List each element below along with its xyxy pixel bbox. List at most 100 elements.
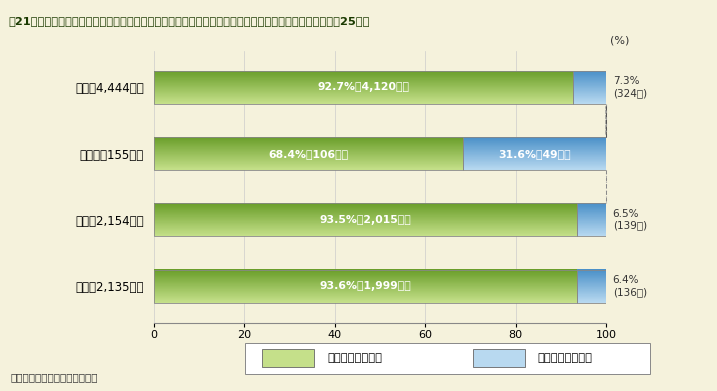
Bar: [154, 156, 463, 157]
Bar: [463, 164, 606, 165]
Bar: [154, 139, 463, 140]
Bar: [154, 161, 463, 162]
Bar: [154, 227, 576, 228]
Bar: [573, 89, 606, 90]
Bar: [577, 288, 606, 289]
Bar: [154, 143, 463, 144]
Bar: [576, 204, 606, 205]
Bar: [154, 281, 577, 282]
Bar: [577, 281, 606, 282]
Bar: [154, 169, 463, 170]
Bar: [577, 293, 606, 294]
Bar: [154, 284, 577, 285]
Bar: [154, 302, 577, 303]
Bar: [154, 154, 463, 155]
Bar: [576, 224, 606, 225]
Bar: [577, 286, 606, 287]
Bar: [154, 295, 577, 296]
Text: 7.3%
(324件): 7.3% (324件): [612, 77, 647, 98]
Bar: [463, 150, 606, 151]
Bar: [154, 211, 576, 212]
Bar: [577, 279, 606, 280]
Bar: [154, 165, 463, 166]
Bar: [577, 300, 606, 301]
Text: 92.7%（4,120件）: 92.7%（4,120件）: [318, 82, 409, 92]
Bar: [154, 300, 577, 301]
Bar: [154, 142, 463, 143]
Bar: [577, 280, 606, 281]
Bar: [154, 81, 573, 82]
Bar: [463, 141, 606, 142]
Bar: [154, 158, 463, 159]
Bar: [573, 91, 606, 92]
Bar: [577, 277, 606, 278]
Bar: [154, 162, 463, 163]
Bar: [576, 220, 606, 221]
Bar: [577, 295, 606, 296]
Bar: [154, 203, 576, 237]
Bar: [154, 283, 577, 284]
Bar: [154, 89, 573, 90]
Bar: [154, 146, 463, 147]
Bar: [154, 82, 573, 83]
Bar: [154, 83, 573, 84]
Bar: [573, 71, 606, 104]
Bar: [154, 206, 576, 207]
Bar: [577, 299, 606, 300]
Bar: [576, 233, 606, 234]
Bar: [573, 77, 606, 78]
Bar: [577, 276, 606, 277]
Bar: [463, 154, 606, 155]
Bar: [577, 269, 606, 270]
Bar: [577, 292, 606, 293]
Bar: [154, 296, 577, 297]
Bar: [154, 217, 576, 218]
Bar: [154, 297, 577, 298]
Bar: [463, 142, 606, 143]
Bar: [154, 269, 577, 270]
Bar: [154, 87, 573, 88]
Bar: [154, 296, 577, 297]
Bar: [576, 226, 606, 227]
Bar: [576, 225, 606, 226]
Bar: [473, 349, 525, 367]
Bar: [154, 219, 576, 220]
Bar: [577, 270, 606, 271]
Bar: [577, 290, 606, 291]
Bar: [154, 74, 573, 75]
Bar: [154, 165, 463, 166]
Bar: [576, 232, 606, 233]
Bar: [576, 236, 606, 237]
Bar: [154, 80, 573, 81]
Bar: [154, 90, 573, 91]
Text: （備考）警察庁資料より作成。: （備考）警察庁資料より作成。: [10, 372, 98, 382]
Bar: [154, 88, 573, 89]
Bar: [154, 86, 573, 87]
Bar: [576, 220, 606, 221]
Bar: [154, 233, 576, 234]
Text: 女性配偶者の割合: 女性配偶者の割合: [327, 353, 382, 363]
Text: 第21図　配偶者間（内縁を含む）における犯罪（殺人，傷害，暴行）の被害者（検挙件数の割合）（平成25年）: 第21図 配偶者間（内縁を含む）における犯罪（殺人，傷害，暴行）の被害者（検挙件…: [9, 16, 370, 25]
Bar: [573, 101, 606, 102]
Bar: [573, 94, 606, 95]
Bar: [577, 279, 606, 280]
Bar: [154, 94, 573, 95]
Bar: [463, 152, 606, 153]
Bar: [463, 151, 606, 152]
Text: 男性配偶者の割合: 男性配偶者の割合: [538, 353, 593, 363]
Bar: [154, 90, 573, 91]
Bar: [154, 223, 576, 224]
Bar: [576, 209, 606, 210]
Bar: [576, 231, 606, 232]
Bar: [154, 232, 576, 233]
Bar: [463, 138, 606, 139]
Bar: [463, 158, 606, 159]
Bar: [154, 279, 577, 280]
Bar: [154, 98, 573, 99]
Bar: [154, 151, 463, 152]
Bar: [154, 97, 573, 98]
Bar: [463, 153, 606, 154]
Bar: [577, 301, 606, 302]
Bar: [576, 228, 606, 229]
Bar: [154, 235, 576, 236]
